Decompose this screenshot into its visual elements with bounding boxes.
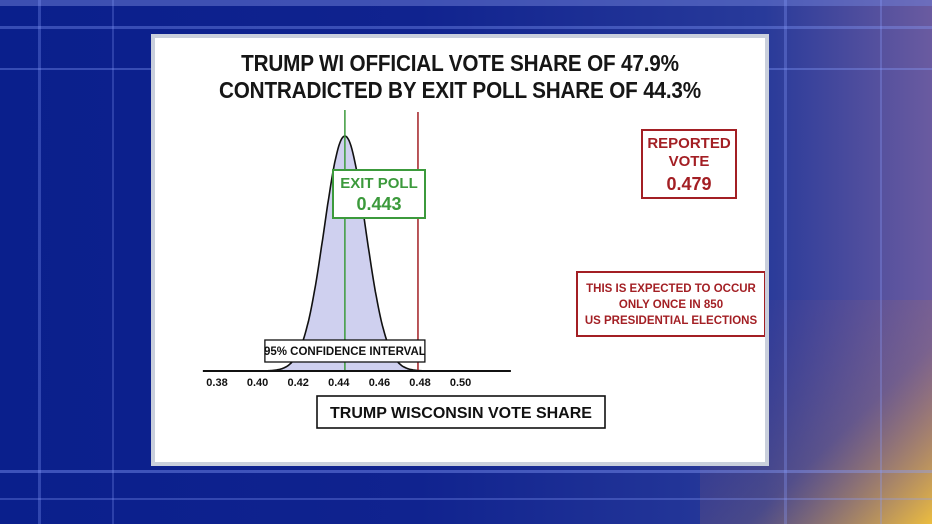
x-axis-ticks: 0.38 0.40 0.42 0.44 0.46 0.48 0.50 bbox=[206, 377, 471, 389]
title-line-1: TRUMP WI OFFICIAL VOTE SHARE OF 47.9% bbox=[241, 50, 679, 76]
title-line-2: CONTRADICTED BY EXIT POLL SHARE OF 44.3% bbox=[218, 77, 702, 103]
confidence-interval-label: 95% CONFIDENCE INTERVAL bbox=[264, 346, 426, 358]
reported-vote-label-line-1: REPORTED bbox=[647, 135, 731, 152]
x-axis-label: TRUMP WISCONSIN VOTE SHARE bbox=[330, 405, 592, 422]
exit-poll-value: 0.443 bbox=[356, 194, 401, 214]
exit-poll-label: EXIT POLL bbox=[340, 175, 418, 192]
rarity-annotation-box: THIS IS EXPECTED TO OCCUR ONLY ONCE IN 8… bbox=[576, 271, 765, 337]
x-tick-label: 0.40 bbox=[247, 377, 268, 389]
x-tick-label: 0.48 bbox=[409, 377, 430, 389]
bell-curve-chart: 0.38 0.40 0.42 0.44 0.46 0.48 0.50 95% CONFIDE… bbox=[202, 110, 765, 429]
annotation-line-2: ONLY ONCE IN 850 bbox=[619, 299, 723, 311]
chart-title: TRUMP WI OFFICIAL VOTE SHARE OF 47.9% CO… bbox=[186, 50, 735, 104]
distribution-area bbox=[206, 136, 481, 371]
reported-vote-box: REPORTED VOTE 0.479 bbox=[641, 129, 737, 199]
annotation-line-3: US PRESIDENTIAL ELECTIONS bbox=[585, 315, 758, 327]
annotation-line-1: THIS IS EXPECTED TO OCCUR bbox=[586, 283, 756, 295]
x-tick-label: 0.38 bbox=[206, 377, 227, 389]
reported-vote-label-line-2: VOTE bbox=[669, 153, 710, 170]
x-tick-label: 0.50 bbox=[450, 377, 471, 389]
x-tick-label: 0.46 bbox=[369, 377, 390, 389]
exit-poll-box: EXIT POLL 0.443 bbox=[332, 169, 426, 219]
x-tick-label: 0.42 bbox=[287, 377, 308, 389]
x-axis-label-box: TRUMP WISCONSIN VOTE SHARE bbox=[316, 395, 606, 429]
reported-vote-value: 0.479 bbox=[666, 174, 711, 194]
chart-card: TRUMP WI OFFICIAL VOTE SHARE OF 47.9% CO… bbox=[151, 34, 769, 466]
x-tick-label: 0.44 bbox=[328, 377, 350, 389]
confidence-interval-box: 95% CONFIDENCE INTERVAL bbox=[264, 339, 426, 363]
